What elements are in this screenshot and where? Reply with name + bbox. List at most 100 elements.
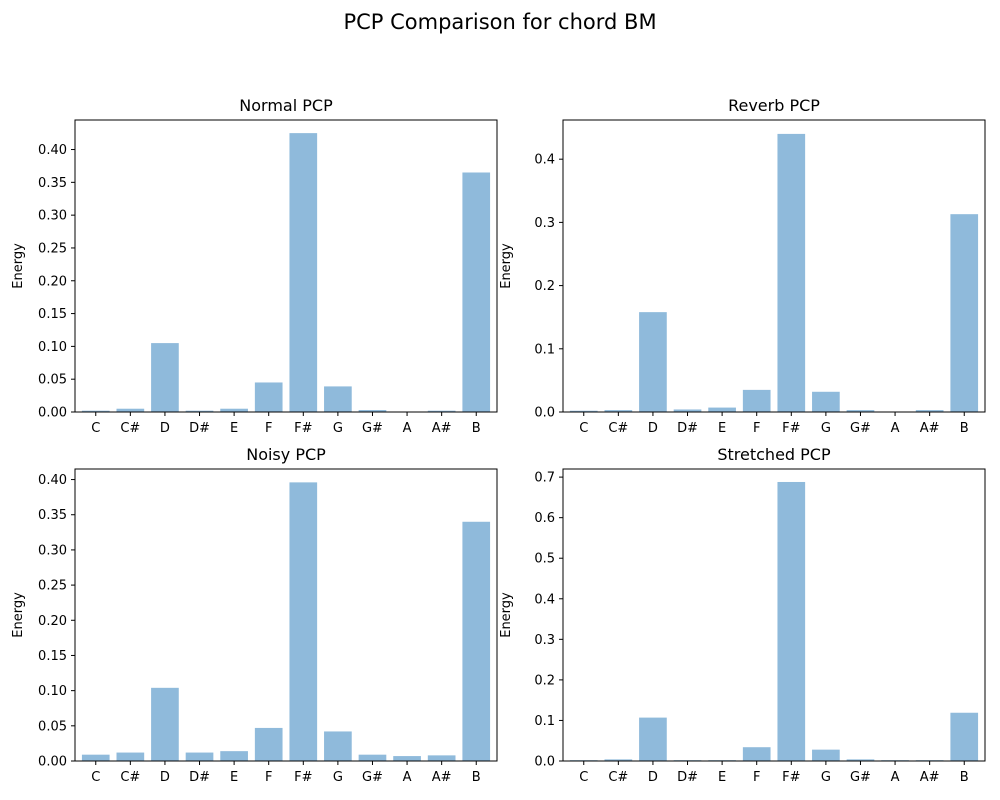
y-tick-label: 0.6: [534, 511, 555, 526]
chart-title: Noisy PCP: [246, 445, 326, 464]
x-tick-label: B: [960, 421, 969, 436]
y-tick-label: 0.7: [534, 471, 555, 486]
y-tick-label: 0.15: [38, 649, 67, 664]
y-tick-label: 0.20: [38, 274, 67, 289]
plot-frame: [562, 468, 986, 762]
x-tick-label: C: [579, 770, 588, 785]
x-tick-label: B: [472, 770, 481, 785]
x-tick-label: A: [891, 421, 900, 436]
x-tick-label: B: [472, 421, 481, 436]
x-tick-label: D#: [677, 770, 698, 785]
bar: [708, 407, 736, 412]
y-tick-label: 0.3: [534, 633, 555, 648]
bar: [427, 410, 456, 412]
chart-panel-2: C C# D D# E F F# G G# A A# B 0.0 0.1 0.2 0.3 0.4 Reverb P…: [499, 96, 986, 436]
y-tick-label: 0.10: [38, 684, 67, 699]
x-tick-label: E: [230, 421, 238, 436]
x-tick-label: G: [821, 770, 831, 785]
bar: [254, 727, 283, 761]
y-tick-label: 0.4: [534, 592, 555, 607]
bar: [812, 749, 840, 761]
y-tick-label: 0.30: [38, 209, 67, 224]
y-tick-label: 0.00: [38, 406, 67, 421]
y-tick-label: 0.3: [534, 216, 555, 231]
x-tick-label: A: [891, 770, 900, 785]
bar: [116, 752, 145, 761]
y-tick-label: 0.40: [38, 473, 67, 488]
x-tick-label: G: [333, 770, 343, 785]
y-tick-label: 0.4: [534, 153, 555, 168]
bar: [116, 408, 145, 412]
bar: [358, 754, 387, 761]
bar: [604, 410, 633, 412]
bar: [462, 172, 491, 412]
y-axis-label: Energy: [499, 592, 514, 638]
x-tick-label: C#: [608, 770, 628, 785]
x-tick-label: C: [91, 421, 100, 436]
bar: [185, 410, 214, 412]
x-tick-label: F#: [294, 770, 312, 785]
bar: [81, 410, 110, 412]
x-tick-label: D: [648, 770, 658, 785]
x-tick-label: D#: [677, 421, 698, 436]
bar: [151, 687, 179, 761]
bar: [254, 382, 283, 412]
y-tick-label: 0.25: [38, 579, 67, 594]
y-tick-label: 0.10: [38, 340, 67, 355]
x-tick-label: A#: [432, 770, 452, 785]
y-tick-label: 0.2: [534, 673, 555, 688]
x-tick-label: F#: [294, 421, 312, 436]
bar: [639, 312, 667, 412]
x-tick-label: F: [265, 770, 272, 785]
y-tick-label: 0.5: [534, 552, 555, 567]
x-tick-label: F: [753, 770, 760, 785]
x-tick-label: E: [718, 770, 726, 785]
y-tick-label: 0.35: [38, 176, 67, 191]
plot-frame: [562, 119, 986, 413]
x-tick-label: F#: [782, 770, 800, 785]
bar: [915, 410, 944, 412]
bar: [151, 343, 179, 412]
bar: [289, 482, 318, 761]
y-tick-label: 0.00: [38, 755, 67, 770]
bar: [185, 752, 214, 761]
y-axis-label: Energy: [499, 243, 514, 289]
x-tick-label: A#: [432, 421, 452, 436]
y-tick-label: 0.0: [534, 406, 555, 421]
x-tick-label: F: [753, 421, 760, 436]
bar: [81, 754, 110, 761]
x-tick-label: D: [648, 421, 658, 436]
y-tick-label: 0.1: [534, 342, 555, 357]
chart-panel-3: C C# D D# E F F# G G# A A# B 0.00 0.05 0.10 0.15 0.20 0.2…: [11, 445, 498, 785]
x-tick-label: E: [230, 770, 238, 785]
x-tick-label: G#: [362, 770, 383, 785]
x-tick-label: D#: [189, 770, 210, 785]
bar: [742, 747, 771, 761]
x-tick-label: F#: [782, 421, 800, 436]
bar: [742, 389, 771, 412]
x-tick-label: G#: [362, 421, 383, 436]
y-tick-label: 0.35: [38, 508, 67, 523]
bar: [569, 410, 598, 412]
x-tick-label: G: [821, 421, 831, 436]
bar: [220, 408, 248, 412]
x-tick-label: A: [403, 770, 412, 785]
x-tick-label: A#: [920, 770, 940, 785]
x-tick-label: C#: [608, 421, 628, 436]
y-tick-label: 0.1: [534, 714, 555, 729]
chart-panel-1: C C# D D# E F F# G G# A A# B 0.00 0.05 0.10 0.15 0.20 0.2…: [11, 96, 498, 436]
y-tick-label: 0.2: [534, 279, 555, 294]
chart-panel-4: C C# D D# E F F# G G# A A# B 0.0 0.1 0.2 0.3 0.4 0.5 0.6 0.…: [499, 445, 986, 785]
x-tick-label: G: [333, 421, 343, 436]
bar: [777, 133, 806, 412]
y-tick-label: 0.20: [38, 614, 67, 629]
bar: [777, 481, 806, 761]
bar: [673, 409, 702, 412]
y-tick-label: 0.40: [38, 143, 67, 158]
bar: [950, 214, 979, 412]
x-tick-label: A#: [920, 421, 940, 436]
bar: [220, 751, 248, 761]
bar: [393, 756, 421, 761]
bar: [812, 391, 840, 412]
